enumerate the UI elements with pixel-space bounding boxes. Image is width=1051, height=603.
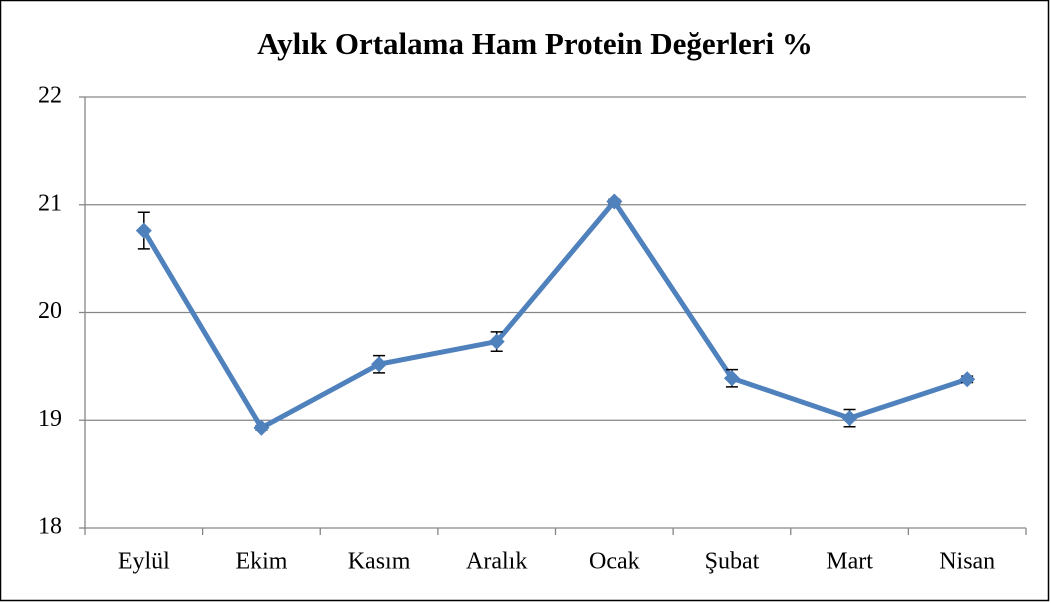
- x-tick-label: Kasım: [348, 549, 411, 575]
- data-marker: [723, 370, 740, 387]
- x-tick-label: Ekim: [235, 549, 287, 575]
- data-line: [141, 199, 968, 431]
- data-marker: [488, 333, 505, 350]
- x-tick-label: Ocak: [589, 549, 640, 575]
- data-marker: [135, 222, 152, 239]
- y-tick-label: 19: [38, 406, 62, 432]
- y-tick-label: 20: [38, 298, 62, 324]
- x-tick-label: Nisan: [939, 549, 995, 575]
- x-tick-label: Eylül: [118, 549, 170, 575]
- data-marker: [606, 193, 623, 210]
- chart-title: Aylık Ortalama Ham Protein Değerleri %: [257, 26, 813, 61]
- x-tick-label: Aralık: [466, 549, 527, 575]
- data-marker: [371, 356, 388, 373]
- data-marker: [253, 419, 270, 436]
- y-tick-label: 21: [38, 190, 62, 216]
- data-marker: [841, 410, 858, 427]
- data-marker: [959, 371, 976, 388]
- y-tick-label: 22: [38, 83, 62, 109]
- y-tick-label: 18: [38, 514, 62, 540]
- x-tick-label: Mart: [826, 549, 873, 575]
- x-tick-label: Şubat: [705, 549, 760, 575]
